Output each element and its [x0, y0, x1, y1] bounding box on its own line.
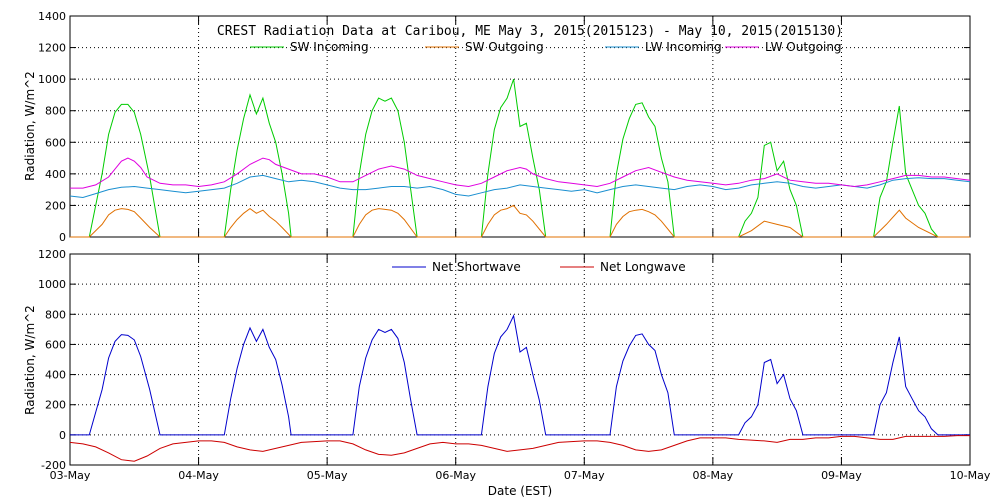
lower-y-ticks: -200 0 200 400 600 800 1000 1200	[38, 248, 971, 472]
x-tick-label: 06-May	[435, 469, 476, 482]
lower-y-axis-label: Radiation, W/m^2	[23, 305, 37, 415]
upper-panel-frame	[69, 15, 971, 238]
lower-panel-frame	[69, 253, 971, 466]
series-line-net-shortwave	[70, 314, 970, 436]
y-tick-label: 400	[45, 168, 66, 181]
upper-series-lines	[69, 78, 971, 238]
x-tick-label: 05-May	[307, 469, 348, 482]
series-line-sw-incoming	[70, 78, 970, 238]
x-tick-label: 07-May	[564, 469, 605, 482]
legend-label-lw-incoming: LW Incoming	[645, 40, 722, 54]
x-tick-label: 03-May	[50, 469, 91, 482]
y-tick-label: 400	[45, 369, 66, 382]
lower-panel: Radiation, W/m^2 Date (EST) -200 0 200 400 6…	[23, 248, 991, 498]
upper-y-ticks: 0 200 400 600 800 1000 1200 1400	[38, 10, 971, 244]
legend-label-sw-outgoing: SW Outgoing	[465, 40, 544, 54]
x-ticks: 03-May 04-May 05-May 06-May 07-May 08-May 09-M…	[50, 469, 991, 482]
legend-label-net-shortwave: Net Shortwave	[432, 260, 521, 274]
y-tick-label: 0	[59, 231, 66, 244]
lower-gridlines	[70, 254, 970, 465]
upper-panel: CREST Radiation Data at Caribou, ME May …	[23, 10, 971, 244]
y-tick-label: 600	[45, 136, 66, 149]
series-line-lw-incoming	[69, 174, 971, 199]
y-tick-label: 200	[45, 399, 66, 412]
y-tick-label: -200	[41, 459, 66, 472]
y-tick-label: 1400	[38, 10, 66, 23]
y-tick-label: 1000	[38, 73, 66, 86]
x-tick-label: 04-May	[178, 469, 219, 482]
legend-label-net-longwave: Net Longwave	[600, 260, 686, 274]
x-tick-label: 08-May	[692, 469, 733, 482]
y-tick-label: 800	[45, 105, 66, 118]
upper-legend: SW Incoming SW Outgoing LW Incoming LW Outg…	[250, 40, 842, 54]
y-tick-label: 800	[45, 308, 66, 321]
x-axis-label: Date (EST)	[488, 484, 552, 498]
upper-gridlines	[70, 16, 970, 237]
y-tick-label: 200	[45, 199, 66, 212]
y-tick-label: 1200	[38, 248, 66, 261]
y-tick-label: 600	[45, 338, 66, 351]
legend-label-lw-outgoing: LW Outgoing	[765, 40, 842, 54]
y-tick-label: 0	[59, 429, 66, 442]
lower-series-lines	[69, 314, 970, 462]
upper-y-axis-label: Radiation, W/m^2	[23, 71, 37, 181]
y-tick-label: 1000	[38, 278, 66, 291]
x-tick-label: 09-May	[821, 469, 862, 482]
series-line-lw-outgoing	[70, 157, 971, 189]
x-tick-label: 10-May	[950, 469, 991, 482]
chart-title: CREST Radiation Data at Caribou, ME May …	[217, 24, 843, 39]
legend-label-sw-incoming: SW Incoming	[290, 40, 369, 54]
y-tick-label: 1200	[38, 42, 66, 55]
series-line-sw-outgoing	[70, 204, 970, 238]
series-line-net-longwave	[69, 435, 970, 462]
lower-legend: Net Shortwave Net Longwave	[392, 260, 686, 274]
